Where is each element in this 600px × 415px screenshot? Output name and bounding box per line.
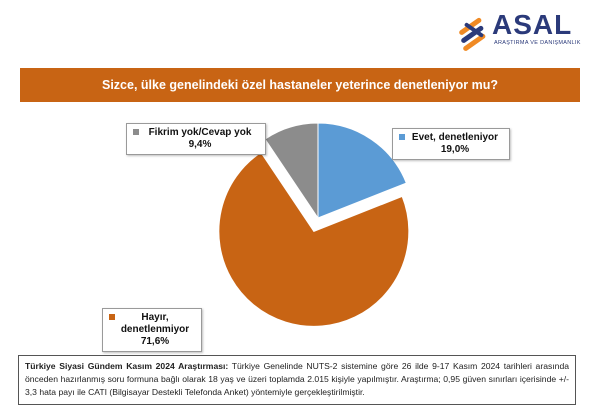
- value-hayir: 71,6%: [140, 336, 170, 347]
- callout-fikrim-yok: Fikrim yok/Cevap yok 9,4%: [126, 123, 266, 155]
- legend-swatch-hayir: [109, 314, 115, 320]
- value-evet: 19,0%: [440, 144, 470, 155]
- asal-logo-icon: [459, 17, 486, 51]
- brand-name: ASAL: [492, 9, 573, 40]
- brand-tagline: ARAŞTIRMA VE DANIŞMANLIK: [494, 40, 581, 46]
- chart-title-bar: Sizce, ülke genelindeki özel hastaneler …: [20, 68, 580, 102]
- callout-hayir: Hayır, denetlenmiyor 71,6%: [102, 308, 202, 352]
- label-hayir-1: Hayır,: [141, 312, 169, 323]
- label-evet: Evet, denetleniyor: [411, 132, 499, 143]
- legend-swatch-fikrim: [133, 129, 139, 135]
- label-hayir-2: denetlenmiyor: [120, 324, 190, 335]
- label-fikrim: Fikrim yok/Cevap yok: [148, 127, 252, 138]
- legend-swatch-evet: [399, 134, 405, 140]
- pie-slice-2: [264, 122, 319, 220]
- footer-text: Türkiye Genelinde NUTS-2 sistemine göre …: [25, 361, 569, 397]
- value-fikrim: 9,4%: [188, 139, 212, 150]
- footer-heading: Türkiye Siyasi Gündem Kasım 2024 Araştır…: [25, 361, 229, 371]
- methodology-note: Türkiye Siyasi Gündem Kasım 2024 Araştır…: [18, 355, 576, 405]
- callout-evet: Evet, denetleniyor 19,0%: [392, 128, 510, 160]
- pie-slice-1: [218, 151, 410, 327]
- chart-title: Sizce, ülke genelindeki özel hastaneler …: [102, 78, 498, 92]
